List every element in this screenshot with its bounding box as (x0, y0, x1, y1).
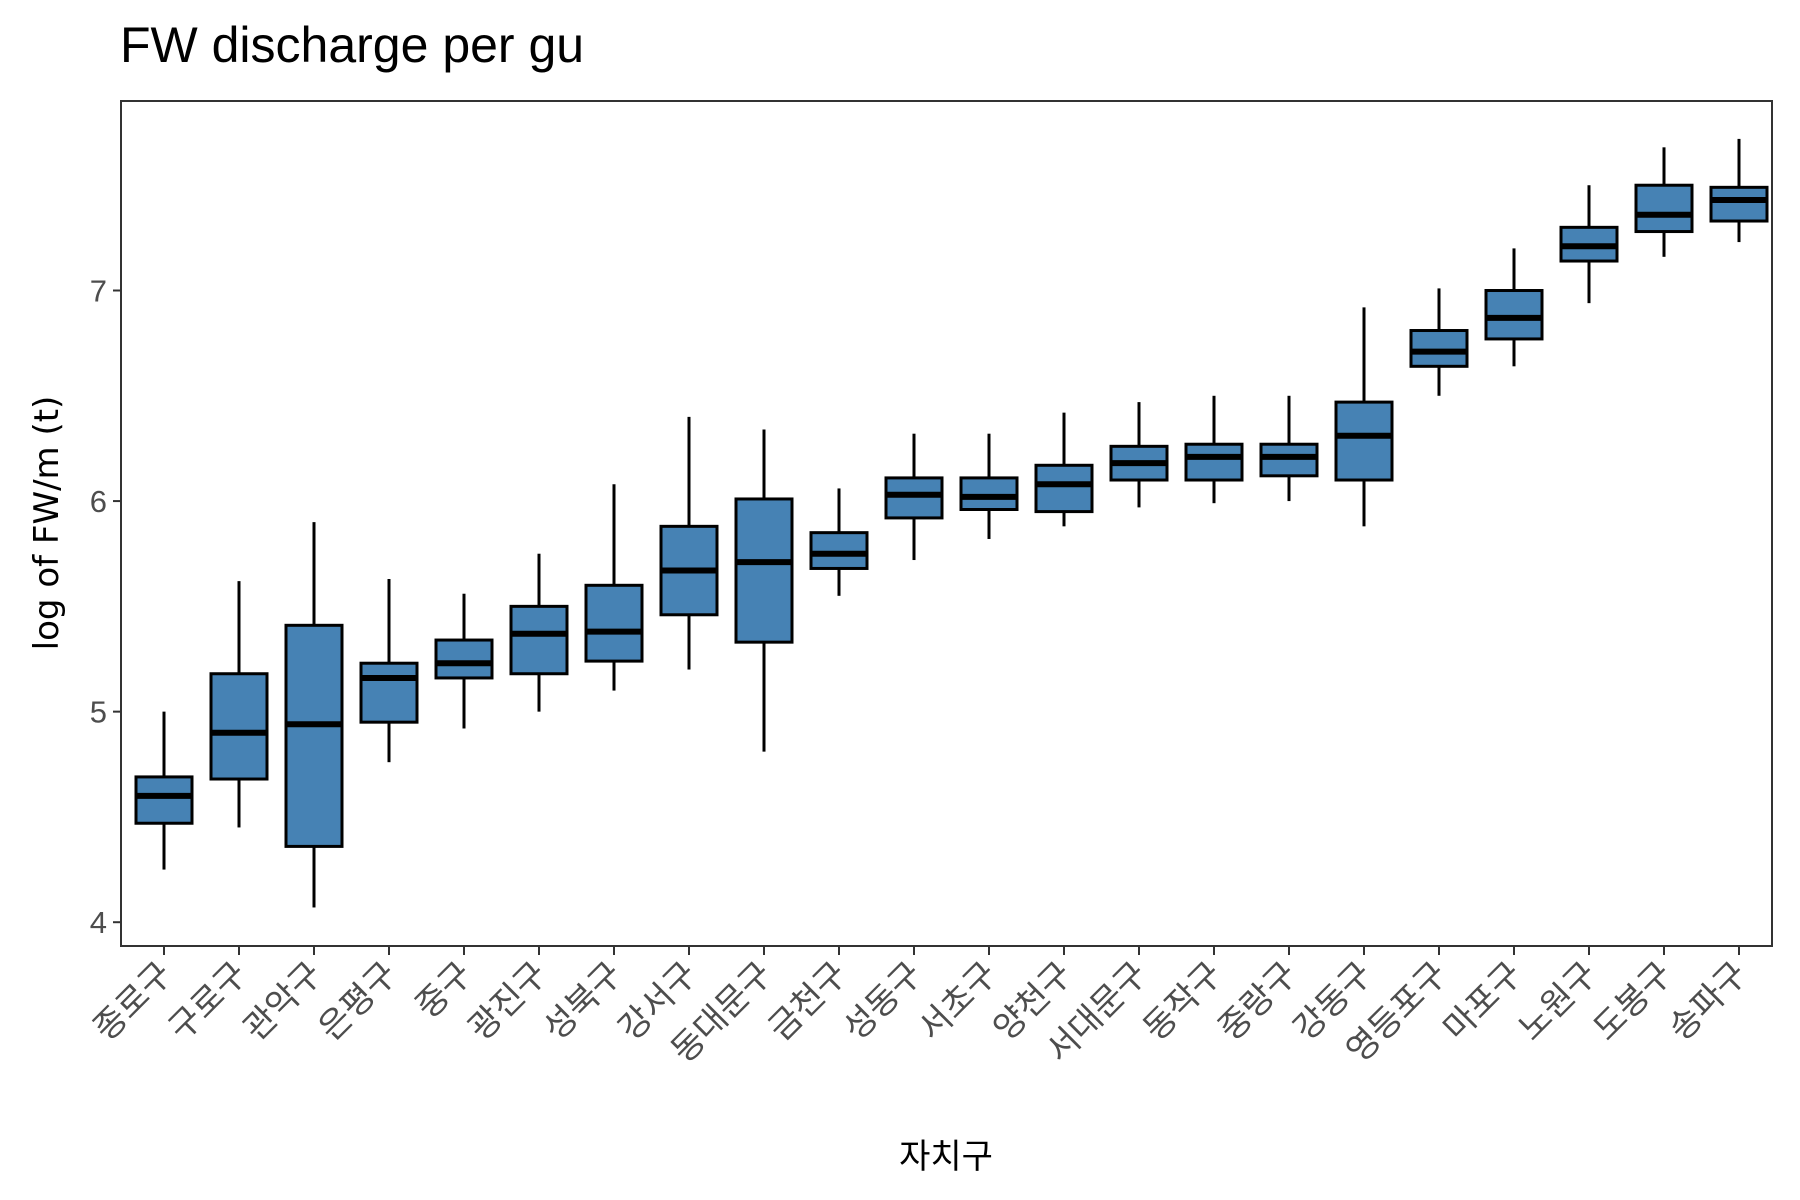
iqr-box (1634, 183, 1694, 234)
box-1 (134, 711, 194, 870)
iqr-box (509, 604, 569, 676)
box-5 (434, 593, 494, 729)
plot-area (134, 138, 1769, 908)
iqr-box (734, 497, 794, 644)
iqr-box (284, 623, 344, 848)
box-19 (1484, 248, 1544, 367)
iqr-box (884, 476, 944, 520)
box-17 (1334, 307, 1394, 527)
iqr-box (1409, 329, 1469, 368)
y-tick-label: 6 (90, 484, 107, 519)
box-6 (509, 553, 569, 712)
iqr-box (359, 661, 419, 724)
iqr-box (1484, 289, 1544, 341)
iqr-box (1034, 463, 1094, 514)
box-11 (884, 433, 944, 561)
box-7 (584, 484, 644, 691)
box-21 (1634, 147, 1694, 257)
y-tick-label: 7 (90, 274, 107, 309)
box-16 (1259, 395, 1319, 502)
y-tick-label: 5 (90, 695, 107, 730)
box-15 (1184, 395, 1244, 504)
iqr-box (809, 531, 869, 570)
iqr-box (1259, 442, 1319, 478)
box-22 (1709, 138, 1769, 243)
box-9 (734, 429, 794, 752)
iqr-box (209, 672, 269, 781)
iqr-box (584, 583, 644, 663)
iqr-box (434, 638, 494, 680)
y-tick-label: 4 (90, 905, 107, 940)
iqr-box (1709, 185, 1769, 223)
box-20 (1559, 185, 1619, 304)
iqr-box (1184, 442, 1244, 482)
box-13 (1034, 412, 1094, 527)
box-4 (359, 578, 419, 763)
iqr-box (1334, 400, 1394, 482)
box-3 (284, 522, 344, 908)
plot-panel-border (120, 100, 1773, 947)
x-axis-title: 자치구 (899, 1137, 993, 1177)
box-14 (1109, 402, 1169, 508)
box-12 (959, 433, 1019, 539)
box-2 (209, 581, 269, 828)
iqr-box (134, 775, 194, 825)
y-axis: 4 5 6 7 (90, 274, 121, 940)
box-10 (809, 488, 869, 596)
box-18 (1409, 288, 1469, 396)
iqr-box (959, 476, 1019, 511)
box-8 (659, 416, 719, 670)
chart-title: FW discharge per gu (120, 17, 584, 73)
y-axis-title: log of FW/m (t) (27, 396, 67, 651)
